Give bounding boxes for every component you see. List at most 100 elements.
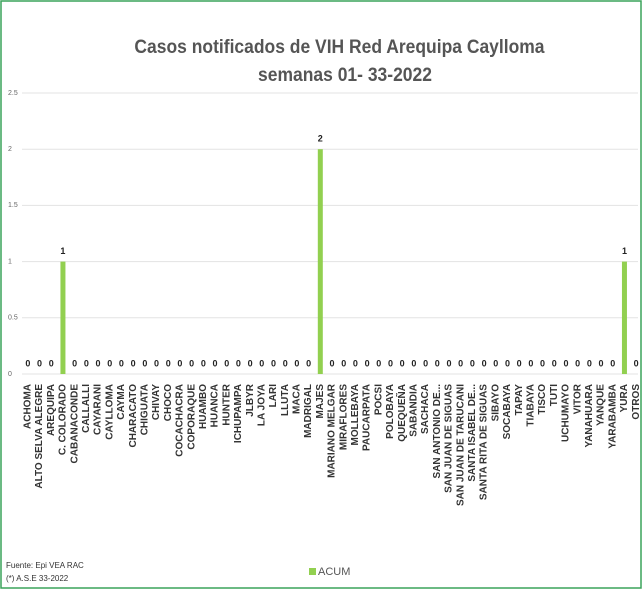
x-tick-label: MACA: [292, 384, 303, 414]
x-tick-label: ICHUPAMPA: [233, 384, 244, 443]
value-label: 0: [259, 358, 264, 368]
x-tick-label: YARABAMBA: [607, 384, 618, 449]
value-label: 0: [107, 358, 112, 368]
value-label: 0: [119, 358, 124, 368]
x-tick-label: SANTA RITA DE SIGUAS: [479, 384, 490, 500]
value-label: 0: [306, 358, 311, 368]
value-label: 0: [201, 358, 206, 368]
x-tick-label: HUANCA: [210, 384, 221, 427]
y-tick-label: 2.5: [8, 90, 18, 97]
value-label: 0: [271, 358, 276, 368]
bar: [317, 149, 323, 374]
x-tick-label: SACHACA: [420, 384, 431, 434]
value-label: 2: [318, 134, 323, 144]
x-tick-label: CAYLLOMA: [104, 384, 115, 440]
x-tick-label: CABANACONDE: [69, 384, 80, 464]
value-label: 0: [131, 358, 136, 368]
x-tick-label: LLUTA: [280, 384, 291, 416]
value-label: 0: [575, 358, 580, 368]
x-tick-label: CHIVAY: [151, 384, 162, 420]
value-label: 0: [248, 358, 253, 368]
x-tick-label: ACHOMA: [22, 384, 33, 429]
x-tick-label: TIABAYA: [526, 384, 537, 427]
value-label: 1: [622, 246, 627, 256]
x-tick-label: OTROS: [631, 384, 642, 420]
x-tick-label: TISCO: [537, 384, 548, 415]
value-label: 0: [552, 358, 557, 368]
x-tick-label: SAN ANTONIO DE...: [432, 384, 443, 479]
value-label: 0: [400, 358, 405, 368]
value-label: 0: [517, 358, 522, 368]
x-tick-label: MIRAFLORES: [338, 384, 349, 450]
x-tick-label: VITOR: [572, 383, 583, 414]
x-tick-label: SAN JUAN DE TARUCANI: [455, 384, 466, 506]
x-tick-label: CALLALLI: [81, 384, 92, 433]
value-label: 0: [435, 358, 440, 368]
x-tick-label: SOCABAYA: [502, 384, 513, 439]
value-label: 0: [283, 358, 288, 368]
value-label: 0: [470, 358, 475, 368]
value-label: 0: [37, 358, 42, 368]
value-label: 0: [224, 358, 229, 368]
value-label: 0: [411, 358, 416, 368]
x-tick-label: CHOCO: [163, 384, 174, 421]
value-label: 0: [353, 358, 358, 368]
x-tick-label: YANQUE: [596, 384, 607, 426]
value-label: 0: [189, 358, 194, 368]
value-label: 0: [587, 358, 592, 368]
x-tick-label: QUEQUEÑA: [395, 384, 408, 442]
value-label: 0: [84, 358, 89, 368]
value-label: 0: [49, 358, 54, 368]
x-tick-label: YANAHUARA: [584, 384, 595, 448]
y-tick-label: 0.5: [8, 315, 18, 322]
x-tick-label: AREQUIPA: [46, 384, 57, 436]
value-label: 0: [166, 358, 171, 368]
x-tick-label: TAPAY: [514, 384, 525, 416]
value-label: 0: [634, 358, 639, 368]
x-tick-label: CAYARANI: [93, 384, 104, 435]
value-label: 0: [599, 358, 604, 368]
value-label: 0: [142, 358, 147, 368]
x-tick-label: CHIGUATA: [139, 384, 150, 435]
x-tick-label: YURA: [619, 384, 630, 412]
x-tick-label: CAYMA: [116, 384, 127, 420]
x-tick-label: SANTA ISABEL DE...: [467, 384, 478, 482]
value-label: 0: [341, 358, 346, 368]
bar: [621, 261, 627, 374]
value-label: 0: [388, 358, 393, 368]
x-tick-label: MAJES: [315, 384, 326, 419]
value-label: 0: [540, 358, 545, 368]
x-tick-label: JLBYR: [245, 383, 256, 417]
value-label: 0: [446, 358, 451, 368]
chart-subtitle: semanas 01- 33-2022: [258, 63, 432, 85]
value-label: 0: [493, 358, 498, 368]
value-label: 0: [96, 358, 101, 368]
value-label: 0: [213, 358, 218, 368]
x-tick-label: HUNTER: [221, 383, 232, 425]
y-tick-label: 0: [8, 371, 12, 378]
x-tick-label: ALTO SELVA ALEGRE: [34, 384, 45, 489]
value-label: 1: [60, 246, 65, 256]
x-tick-label: SAN JUAN DE SIGUAS: [444, 384, 455, 493]
x-tick-label: SABANDIA: [409, 384, 420, 437]
x-tick-label: UCHUMAYO: [561, 384, 572, 442]
x-tick-label: HUAMBO: [198, 384, 209, 429]
x-tick-label: MADRIGAL: [303, 384, 314, 438]
x-tick-label: POLOBAYA: [385, 384, 396, 439]
value-label: 0: [329, 358, 334, 368]
value-label: 0: [482, 358, 487, 368]
x-tick-label: SIBAYO: [490, 384, 501, 422]
y-tick-label: 1.5: [8, 202, 18, 209]
value-label: 0: [236, 358, 241, 368]
value-label: 0: [505, 358, 510, 368]
x-tick-label: TUTI: [549, 384, 560, 406]
legend-swatch: [309, 568, 316, 575]
x-tick-label: LA JOYA: [256, 384, 267, 426]
x-tick-label: PAUCARPATA: [362, 384, 373, 451]
note: (*) A.S.E 33-2022: [6, 574, 69, 583]
x-tick-label: CHARACATO: [128, 384, 139, 448]
value-label: 0: [376, 358, 381, 368]
x-tick-label: LARI: [268, 384, 279, 408]
value-label: 0: [294, 358, 299, 368]
